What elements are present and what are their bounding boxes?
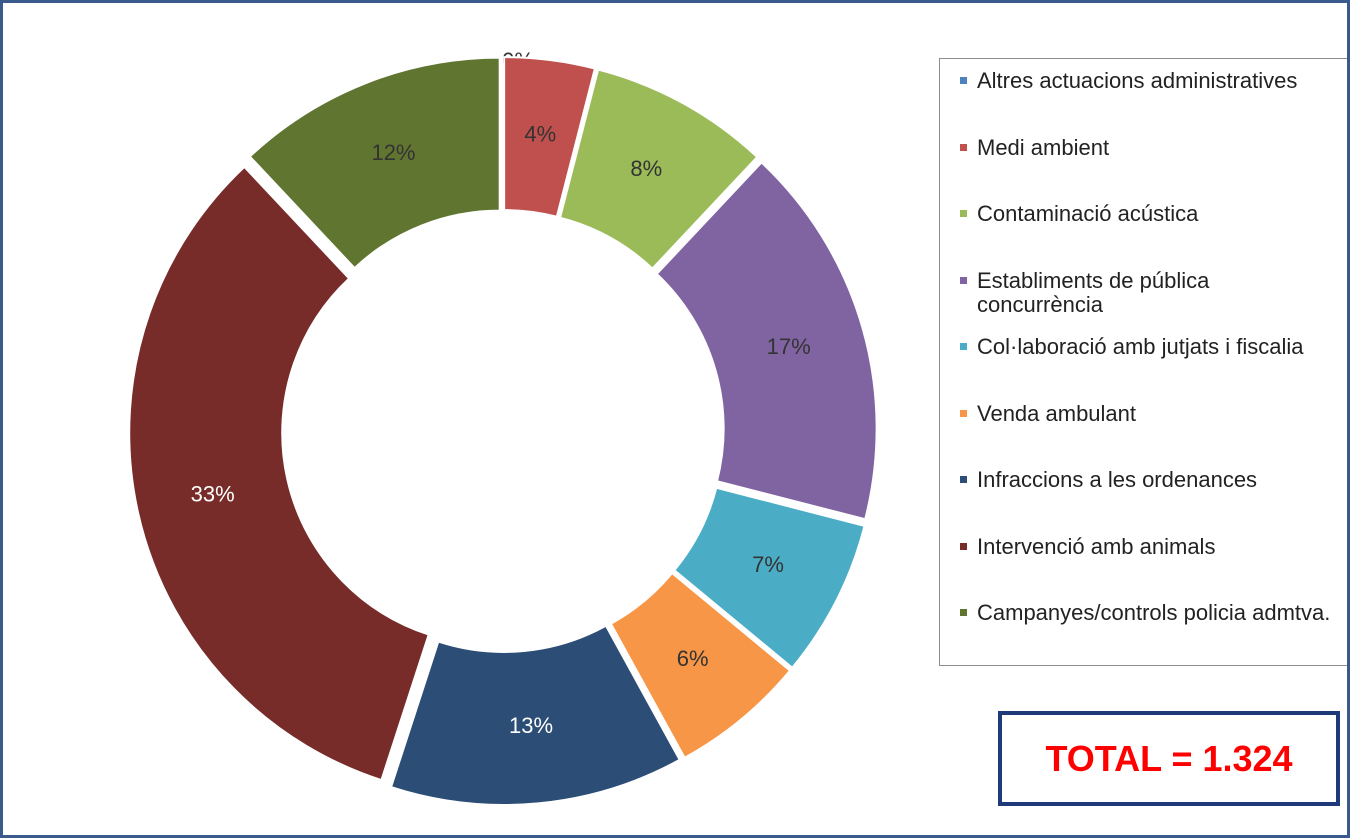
donut-slice (672, 486, 866, 670)
legend-label: Establiments de pública concurrència (977, 267, 1210, 317)
legend-swatch (960, 143, 967, 151)
total-annotation: TOTAL = 1.324 (998, 711, 1340, 806)
legend-swatch (960, 77, 967, 84)
data-label: 8% (630, 156, 662, 181)
donut-slice (655, 161, 878, 521)
legend-swatch (960, 276, 967, 284)
legend-swatch (960, 542, 967, 550)
donut-slice (609, 571, 792, 760)
legend-label: Contaminació acústica (977, 201, 1199, 226)
legend-item: Infraccions a les ordenances (960, 468, 1340, 492)
legend-swatch (960, 343, 967, 350)
legend-swatch (960, 210, 967, 217)
legend-item: Altres actuacions administratives (960, 69, 1340, 93)
legend-label: Intervenció amb animals (977, 533, 1216, 559)
data-label: 6% (677, 646, 709, 671)
data-label: 7% (752, 552, 784, 577)
legend-item: Campanyes/controls policia admtva. (960, 601, 1340, 625)
data-label: 12% (371, 140, 415, 165)
data-label: 17% (767, 334, 811, 359)
legend-item: Medi ambient (960, 134, 1340, 160)
legend-label: Altres actuacions administratives (977, 68, 1298, 93)
donut-slice (389, 624, 682, 806)
legend-item: Col·laboració amb jutjats i fiscalia (960, 335, 1340, 359)
legend-label: Medi ambient (977, 134, 1110, 160)
data-label: 13% (509, 713, 553, 738)
data-label: 4% (524, 122, 556, 147)
data-label: 33% (191, 482, 235, 507)
legend-item: Establiments de pública concurrència (960, 267, 1340, 317)
legend-item: Intervenció amb animals (960, 533, 1340, 559)
legend-item: Contaminació acústica (960, 202, 1340, 226)
legend-label: Venda ambulant (977, 400, 1137, 426)
donut-slice (558, 68, 759, 270)
legend-label: Infraccions a les ordenances (977, 467, 1258, 492)
legend-swatch (960, 476, 967, 483)
legend-swatch (960, 409, 967, 417)
donut-plot: 0%4%8%17%7%6%13%33%12% (128, 48, 878, 806)
legend: Altres actuacions administratives Medi am… (939, 58, 1347, 666)
donut-slice (248, 56, 501, 270)
donut-slice (503, 56, 597, 218)
donut-slice (128, 165, 430, 782)
legend-item: Venda ambulant (960, 400, 1340, 426)
legend-label: Campanyes/controls policia admtva. (977, 600, 1331, 625)
legend-swatch (960, 609, 967, 616)
legend-label: Col·laboració amb jutjats i fiscalia (977, 334, 1304, 359)
